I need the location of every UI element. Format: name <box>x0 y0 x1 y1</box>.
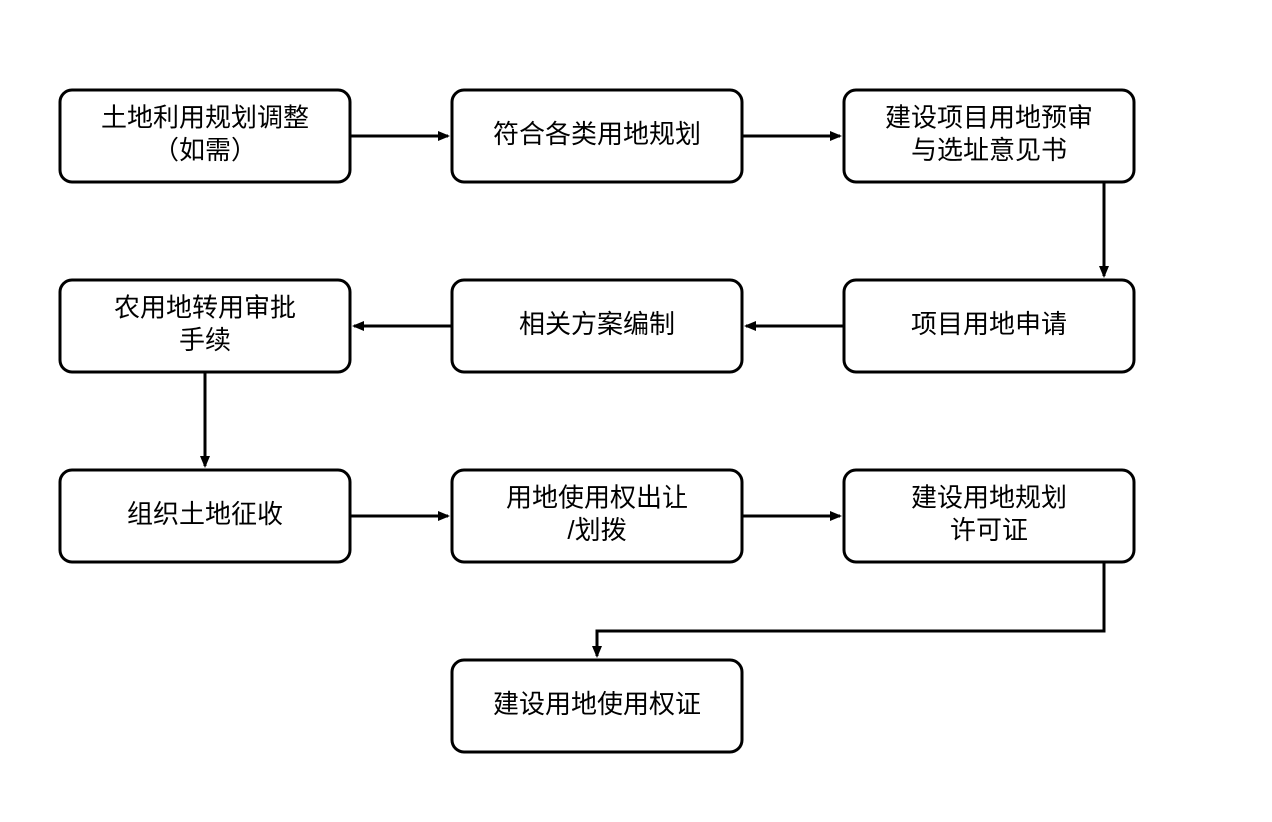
flow-node-n9: 建设用地规划许可证 <box>844 470 1134 562</box>
flow-node-label: 组织土地征收 <box>127 499 283 529</box>
flow-node-n8: 用地使用权出让/划拨 <box>452 470 742 562</box>
flow-node-label: 建设用地使用权证 <box>493 689 701 719</box>
flow-node-n10: 建设用地使用权证 <box>452 660 742 752</box>
flow-node-n7: 组织土地征收 <box>60 470 350 562</box>
flow-node-n4: 项目用地申请 <box>844 280 1134 372</box>
flow-node-label: 与选址意见书 <box>911 135 1067 165</box>
flow-node-n3: 建设项目用地预审与选址意见书 <box>844 90 1134 182</box>
flow-node-label: 用地使用权出让 <box>506 483 688 513</box>
flow-node-label: 符合各类用地规划 <box>493 119 701 149</box>
flow-node-label: 农用地转用审批 <box>114 293 296 323</box>
flow-node-n2: 符合各类用地规划 <box>452 90 742 182</box>
flow-node-label: 建设用地规划 <box>911 483 1067 513</box>
flow-node-n1: 土地利用规划调整（如需） <box>60 90 350 182</box>
flow-node-label: 相关方案编制 <box>519 309 675 339</box>
flowchart-canvas: 土地利用规划调整（如需）符合各类用地规划建设项目用地预审与选址意见书项目用地申请… <box>0 0 1272 822</box>
flow-node-label: 手续 <box>179 325 231 355</box>
flow-node-n5: 相关方案编制 <box>452 280 742 372</box>
flow-node-label: 建设项目用地预审 <box>885 103 1093 133</box>
flow-node-label: 项目用地申请 <box>911 309 1067 339</box>
flow-node-label: （如需） <box>153 135 257 165</box>
flow-node-label: 许可证 <box>950 515 1028 545</box>
flow-node-label: 土地利用规划调整 <box>101 103 309 133</box>
flow-node-n6: 农用地转用审批手续 <box>60 280 350 372</box>
flow-node-label: /划拨 <box>567 515 626 545</box>
edge-n9-n10 <box>597 562 1104 656</box>
